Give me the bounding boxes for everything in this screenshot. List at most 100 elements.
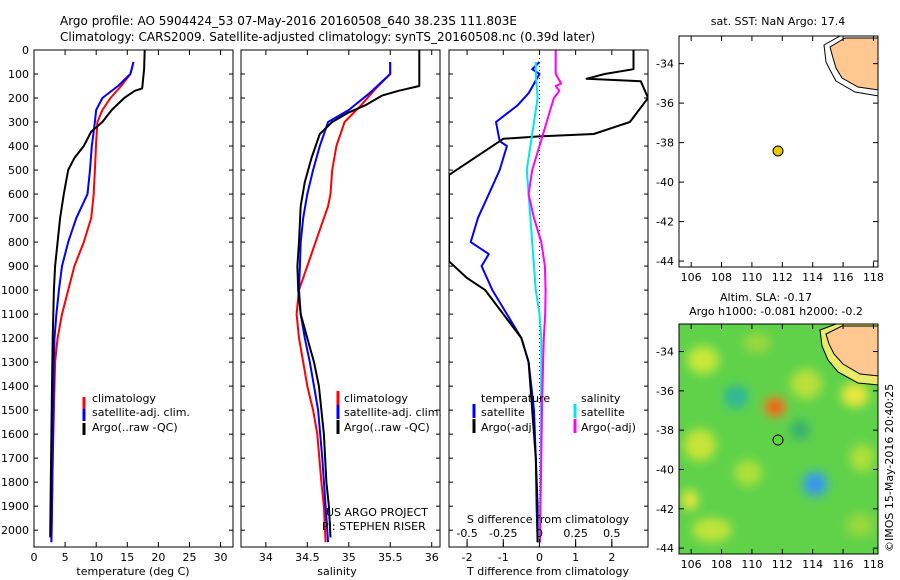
depth-tick-label: 1900 — [1, 500, 29, 513]
series-line-satellite-2 — [525, 62, 543, 543]
legend-label-t-argo: Argo(-adj) — [481, 421, 536, 434]
s-diff-tick-label: 0 — [536, 527, 543, 540]
sla-heatmap — [679, 324, 878, 554]
x-tick-label: 25 — [182, 551, 196, 564]
lon-tick-label: 112 — [772, 558, 793, 571]
x-tick-label: -2 — [462, 551, 473, 564]
float-position-marker — [772, 145, 784, 157]
depth-tick-label: 700 — [8, 212, 29, 225]
project-annotation: US ARGO PROJECT — [326, 506, 428, 519]
copyright-watermark: ©IMOS 15-May-2016 20:40:25 — [883, 384, 896, 552]
depth-tick-label: 1500 — [1, 404, 29, 417]
depth-tick-label: 1600 — [1, 428, 29, 441]
lon-tick-label: 106 — [681, 271, 702, 284]
legend-heading-salinity: salinity — [581, 392, 621, 405]
altimetry-map-title: Altim. SLA: -0.17 — [720, 291, 812, 304]
altimetry-map-subtitle: Argo h1000: -0.081 h2000: -0.2 — [689, 305, 863, 318]
figure-title-line1: Argo profile: AO 5904424_53 07-May-2016 … — [60, 14, 517, 28]
series-line-argo-raw-qc--2 — [296, 50, 421, 538]
depth-tick-label: 1400 — [1, 380, 29, 393]
lat-tick-label: -36 — [656, 97, 674, 110]
legend-label-argo: Argo(..raw -QC) — [344, 421, 430, 434]
difference-legend: temperature satellite Argo(-adj) salinit… — [472, 392, 636, 434]
s-diff-tick-label: 0.5 — [603, 527, 621, 540]
lat-tick-label: -38 — [656, 424, 674, 437]
sst-map-frame — [678, 35, 879, 268]
series-line-satellite-0 — [469, 61, 541, 543]
x-tick-label: 35.5 — [378, 551, 403, 564]
salinity-axis-label: salinity — [317, 565, 357, 578]
altimetry-map-frame — [678, 323, 879, 555]
lon-tick-label: 110 — [741, 271, 762, 284]
salinity-legend: climatology satellite-adj. clim. Argo(..… — [336, 391, 442, 434]
lon-tick-label: 114 — [802, 558, 823, 571]
legend-label-satellite: satellite-adj. clim. — [344, 406, 442, 419]
temperature-panel: 0 5 10 15 20 25 30 010020030040050060070080090… — [1, 44, 648, 578]
lat-tick-label: -34 — [656, 346, 674, 359]
pi-annotation: PI: STEPHEN RISER — [322, 520, 426, 533]
x-tick-label: 36 — [425, 551, 439, 564]
lat-tick-label: -44 — [656, 542, 674, 555]
depth-tick-label: 500 — [8, 164, 29, 177]
depth-tick-label: 1800 — [1, 476, 29, 489]
depth-tick-label: 0 — [22, 44, 29, 57]
depth-tick-label: 300 — [8, 116, 29, 129]
series-line-satellite-adj-clim--1 — [298, 62, 392, 543]
depth-tick-label: 400 — [8, 140, 29, 153]
t-difference-axis-label: T difference from climatology — [466, 565, 629, 578]
series-line-climatology-0 — [295, 62, 392, 543]
depth-tick-label: 1100 — [1, 308, 29, 321]
legend-heading-temperature: temperature — [481, 392, 550, 405]
depth-tick-label: 800 — [8, 236, 29, 249]
legend-label-satellite: satellite-adj. clim. — [92, 406, 190, 419]
x-tick-label: 2 — [608, 551, 615, 564]
legend-label-climatology: climatology — [92, 392, 156, 405]
x-tick-label: 0 — [31, 551, 38, 564]
x-tick-label: 30 — [214, 551, 228, 564]
x-tick-label: 10 — [89, 551, 103, 564]
australia-land-outline — [823, 36, 878, 97]
legend-label-argo: Argo(..raw -QC) — [92, 421, 178, 434]
lon-tick-label: 114 — [802, 271, 823, 284]
lat-tick-label: -38 — [656, 137, 674, 150]
depth-tick-label: 1200 — [1, 332, 29, 345]
legend-label-s-argo: Argo(-adj) — [581, 421, 636, 434]
s-diff-tick-label: -0.25 — [489, 527, 517, 540]
lon-tick-label: 110 — [741, 558, 762, 571]
lon-tick-label: 112 — [772, 271, 793, 284]
lon-tick-label: 108 — [711, 558, 732, 571]
lon-tick-label: 118 — [863, 558, 884, 571]
difference-panel-frame — [448, 49, 649, 548]
lat-tick-label: -34 — [656, 58, 674, 71]
sst-map-panel: sat. SST: NaN Argo: 17.4 106 108 110 112 114… — [656, 15, 884, 284]
salinity-panel-frame — [240, 49, 441, 548]
legend-label-s-satellite: satellite — [581, 406, 625, 419]
x-tick-label: 34.5 — [295, 551, 320, 564]
lat-tick-label: -40 — [656, 176, 674, 189]
x-tick-label: 34 — [259, 551, 273, 564]
figure-title-line2: Climatology: CARS2009. Satellite-adjuste… — [60, 30, 595, 44]
temperature-legend: climatology satellite-adj. clim. Argo(..… — [82, 392, 190, 435]
float-position-marker — [772, 434, 784, 446]
depth-tick-label: 600 — [8, 188, 29, 201]
depth-tick-label: 1300 — [1, 356, 29, 369]
legend-label-climatology: climatology — [344, 392, 408, 405]
x-tick-label: 1 — [572, 551, 579, 564]
salinity-panel: 34 34.5 35 35.5 36 salinity climatology sate… — [240, 49, 442, 578]
difference-panel: -2 -1 0 1 2 -0.5 -0.25 0 0.25 0.5 T difference f… — [448, 49, 649, 578]
x-tick-label: 5 — [62, 551, 69, 564]
depth-tick-label: 1700 — [1, 452, 29, 465]
lat-tick-label: -40 — [656, 463, 674, 476]
lon-tick-label: 106 — [681, 558, 702, 571]
lon-tick-label: 108 — [711, 271, 732, 284]
depth-tick-label: 1000 — [1, 284, 29, 297]
depth-tick-label: 2000 — [1, 524, 29, 537]
series-line-argo-raw-qc--2 — [49, 50, 146, 538]
s-diff-tick-label: 0.25 — [563, 527, 588, 540]
lat-tick-label: -36 — [656, 385, 674, 398]
x-tick-label: 35 — [342, 551, 356, 564]
temperature-panel-frame — [33, 49, 234, 548]
x-tick-label: 15 — [120, 551, 134, 564]
lon-tick-label: 116 — [833, 558, 854, 571]
